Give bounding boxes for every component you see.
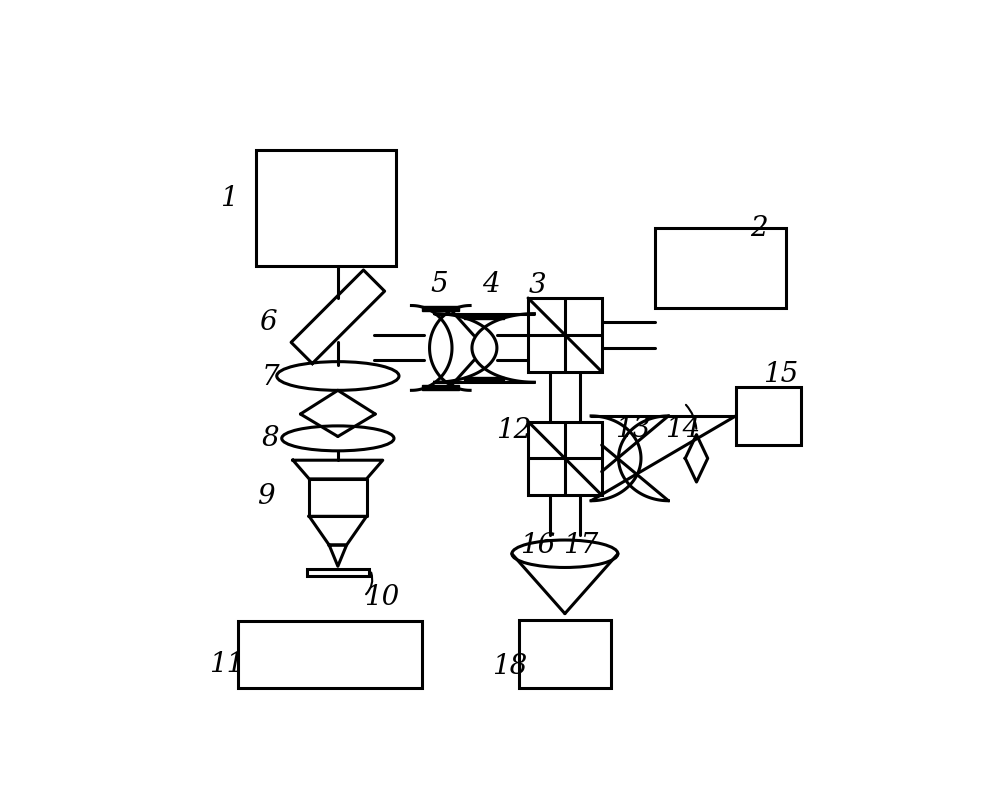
Text: 5: 5 bbox=[431, 271, 448, 298]
Text: 17: 17 bbox=[563, 531, 599, 559]
Bar bbox=[422, 385, 459, 390]
Text: 13: 13 bbox=[615, 416, 650, 442]
Text: 7: 7 bbox=[262, 364, 279, 391]
Bar bbox=[238, 621, 422, 688]
Text: 4: 4 bbox=[482, 271, 499, 298]
Text: 6: 6 bbox=[259, 309, 277, 336]
FancyArrowPatch shape bbox=[686, 405, 696, 428]
Text: 3: 3 bbox=[529, 272, 546, 299]
Text: 18: 18 bbox=[492, 653, 527, 680]
Text: 2: 2 bbox=[750, 215, 768, 241]
Text: 15: 15 bbox=[763, 361, 798, 388]
Text: 12: 12 bbox=[496, 417, 531, 445]
Bar bbox=[422, 305, 459, 311]
Bar bbox=[307, 569, 369, 576]
Bar bbox=[655, 228, 786, 308]
Bar bbox=[736, 387, 801, 445]
Bar bbox=[256, 150, 396, 266]
Text: 9: 9 bbox=[257, 483, 275, 509]
Bar bbox=[519, 620, 611, 688]
Text: 11: 11 bbox=[209, 651, 244, 678]
Bar bbox=[528, 421, 602, 495]
Bar bbox=[464, 377, 504, 382]
Text: 1: 1 bbox=[220, 185, 238, 211]
Text: 14: 14 bbox=[665, 416, 700, 442]
Text: 16: 16 bbox=[520, 531, 555, 559]
Bar bbox=[528, 298, 602, 372]
Text: 8: 8 bbox=[262, 425, 279, 453]
Text: 10: 10 bbox=[364, 584, 399, 611]
FancyArrowPatch shape bbox=[366, 573, 372, 595]
Bar bbox=[464, 313, 504, 319]
